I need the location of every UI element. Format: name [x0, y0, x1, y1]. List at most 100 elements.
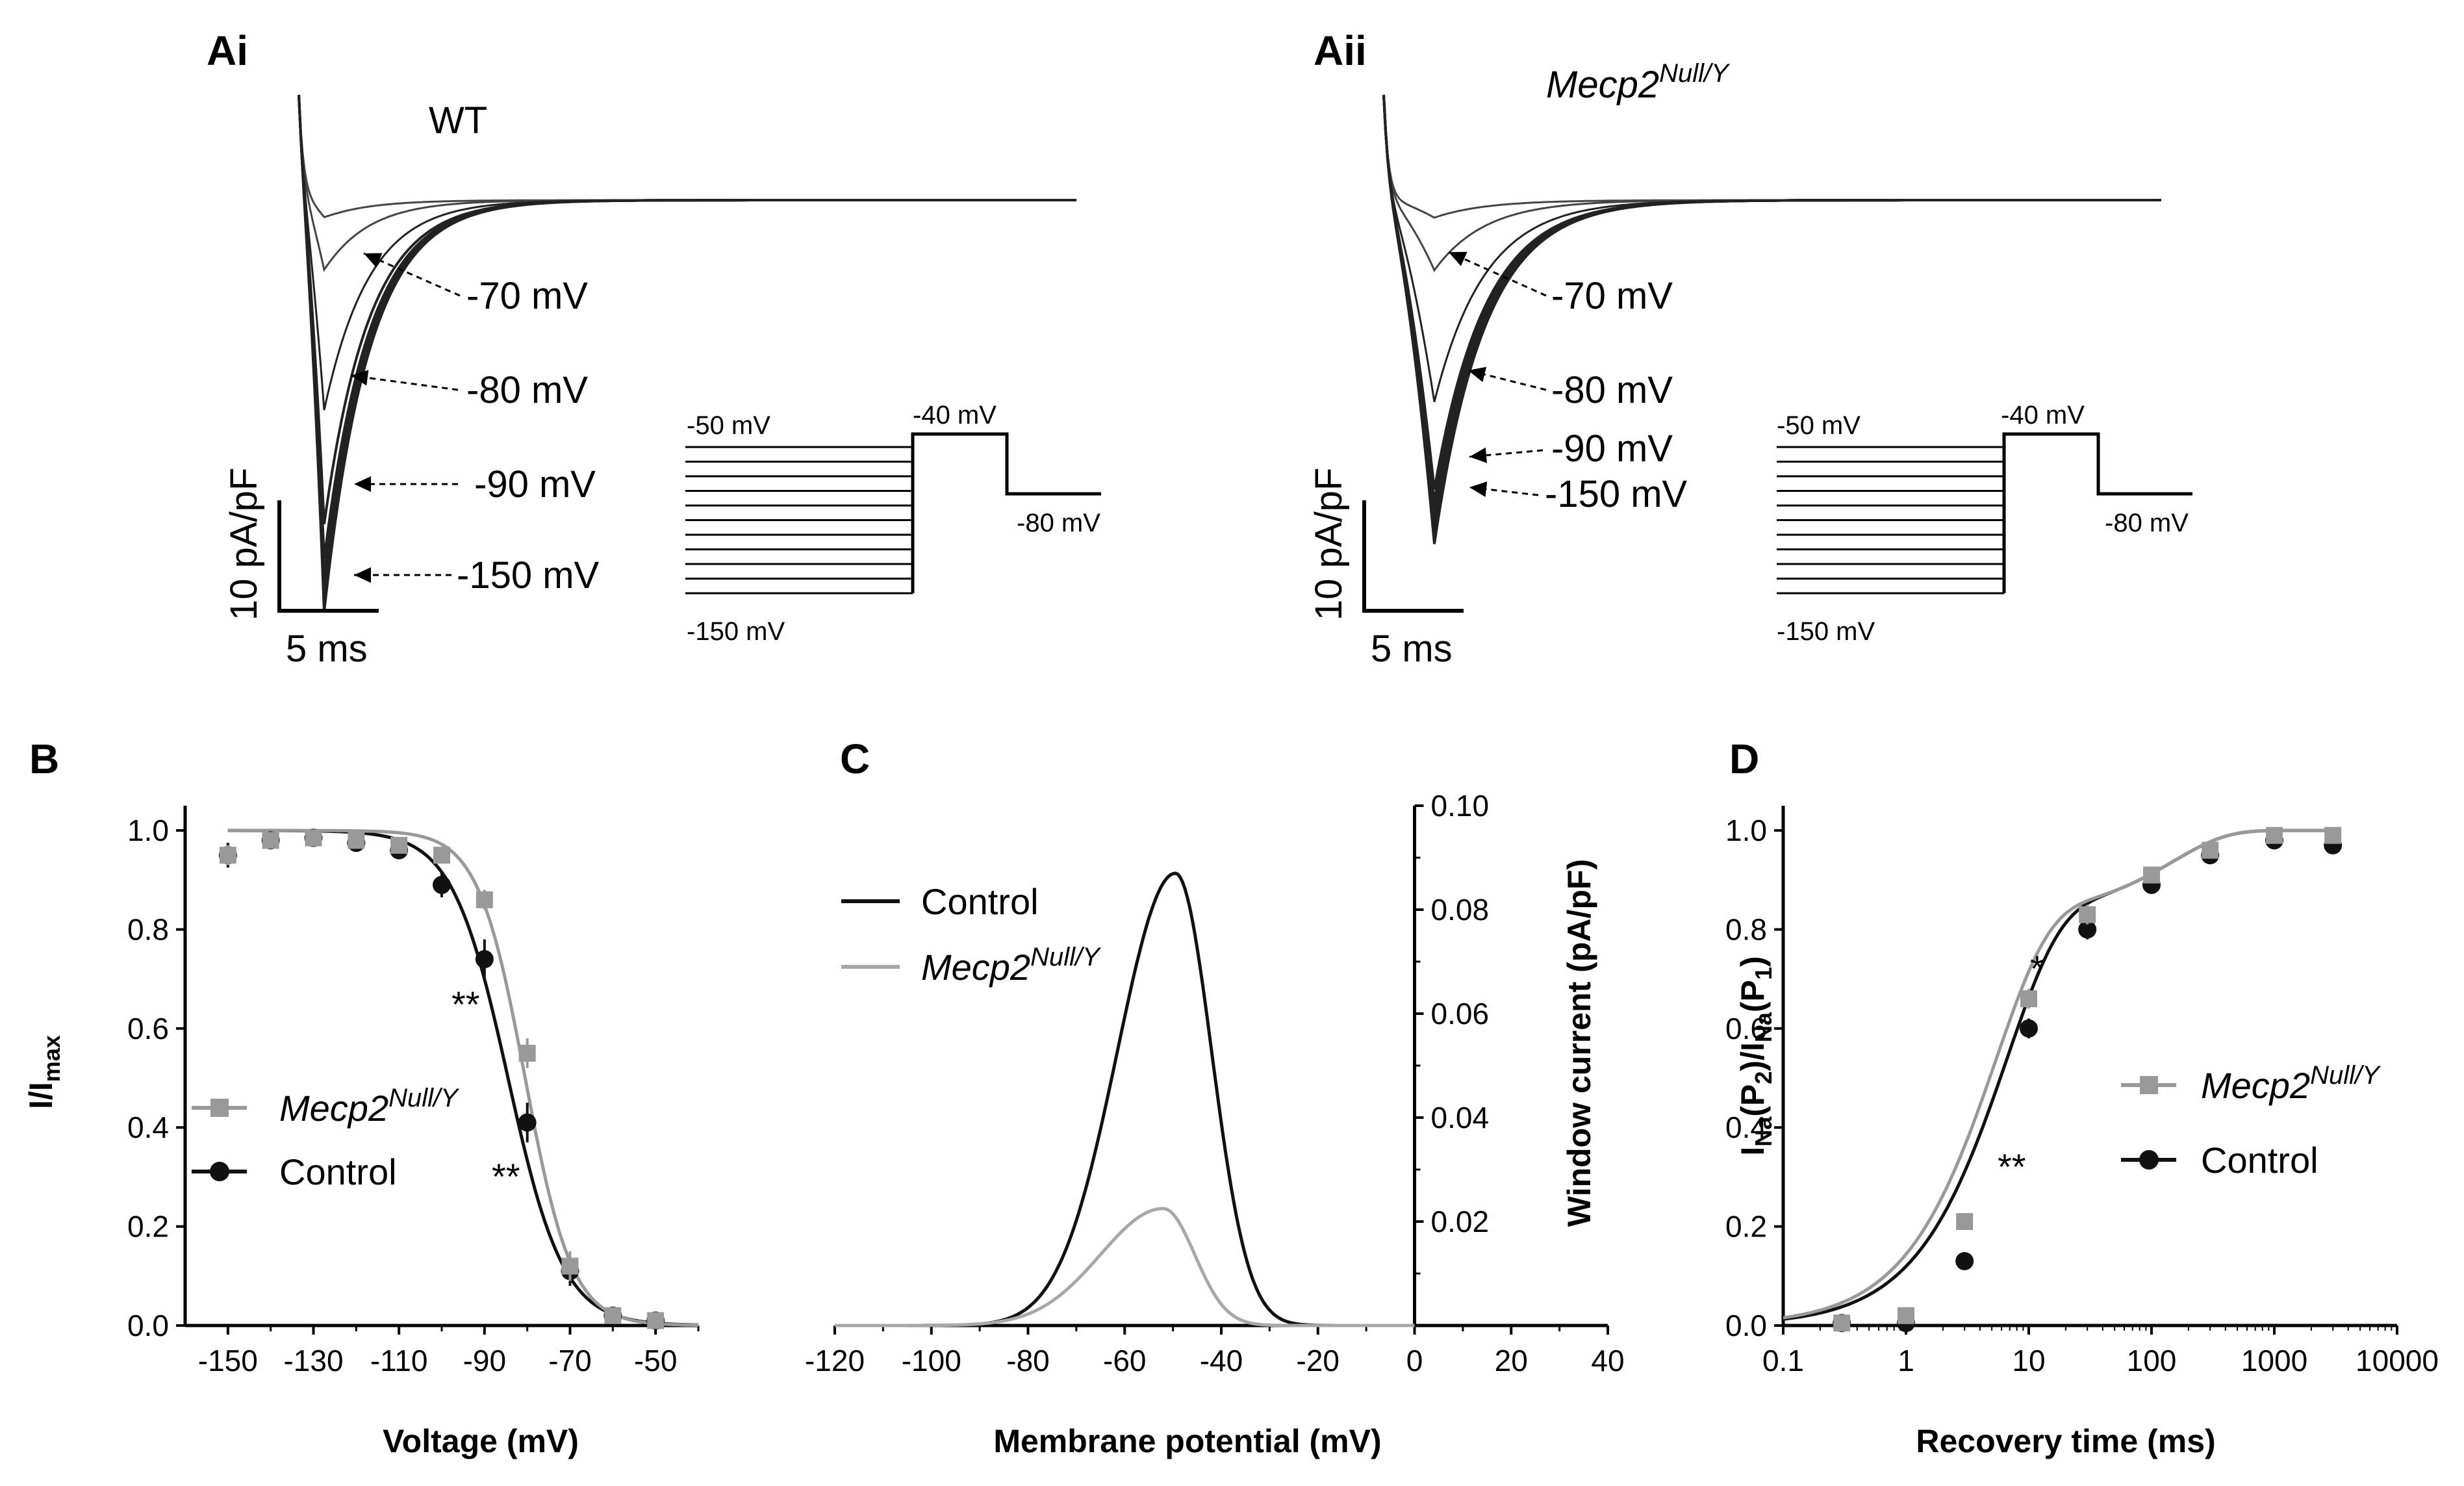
- aii-proto-bottom-label: -150 mV: [1777, 617, 1875, 646]
- ai-label-80: -80 mV: [466, 369, 588, 411]
- b-legend-marker-control: [210, 1162, 229, 1181]
- b-y-tick-label: 0.8: [127, 912, 169, 946]
- b-y-tick-label: 0.0: [127, 1309, 169, 1342]
- ai-proto-top-label: -50 mV: [687, 411, 770, 440]
- d-y-tick-label: 0.8: [1725, 912, 1767, 946]
- ai-label-70: -70 mV: [466, 275, 588, 317]
- c-x-tick-label: 0: [1406, 1344, 1423, 1377]
- b-legend: Mecp2Null/Y Control: [192, 1084, 460, 1192]
- b-point-mecp2: [390, 836, 408, 854]
- ai-label-90: -90 mV: [474, 463, 596, 506]
- aii-arrow-head-3: [1469, 481, 1488, 497]
- c-y-tick-label: 0.06: [1431, 997, 1490, 1031]
- c-x-tick-label: 20: [1495, 1344, 1528, 1377]
- c-x-tick-label: -20: [1297, 1344, 1340, 1377]
- aii-trace-8: [1382, 94, 2161, 544]
- aii-label-70: -70 mV: [1551, 275, 1673, 317]
- b-legend-label-control: Control: [279, 1151, 397, 1192]
- ai-proto-bottom-label: -150 mV: [687, 617, 785, 646]
- c-x-tick-label: -40: [1200, 1344, 1243, 1377]
- ai-trace-7: [298, 94, 1076, 612]
- d-y-tick-label: 0.6: [1725, 1012, 1767, 1045]
- d-x-tick-label: 100: [2127, 1344, 2177, 1377]
- c-legend: Control Mecp2Null/Y: [841, 881, 1102, 988]
- b-legend-marker-mecp2: [210, 1099, 229, 1117]
- aii-label-80: -80 mV: [1551, 369, 1673, 411]
- c-x-tick-label: -100: [902, 1344, 961, 1377]
- b-y-tick-label: 0.4: [127, 1110, 169, 1144]
- panel-label-ai: Ai: [207, 27, 248, 74]
- b-data-points: [218, 828, 665, 1330]
- b-y-tick-label: 0.6: [127, 1012, 169, 1045]
- b-x-tick-label: -50: [634, 1344, 677, 1377]
- d-point-mecp2: [2266, 826, 2283, 844]
- d-y-tick-label: 0.0: [1725, 1309, 1767, 1342]
- panel-b: -150 -130 -110 -90 -70 -500.00.20.40.60.81.0 …: [23, 806, 700, 1459]
- d-point-mecp2: [2020, 990, 2037, 1008]
- aii-trace-4: [1382, 94, 2161, 502]
- aii-trace-1: [1382, 94, 2161, 272]
- aii-proto-top-label: -50 mV: [1777, 411, 1861, 440]
- d-legend-label-mecp2: Mecp2Null/Y: [2201, 1061, 2381, 1106]
- panel-aii: Mecp2Null/Y -70 mV -80 mV -90 mV -150 mV…: [1308, 59, 2192, 670]
- aii-proto-step: [2002, 432, 2192, 593]
- d-x-tick-label: 1: [1898, 1344, 1914, 1377]
- panel-label-d: D: [1729, 736, 1759, 782]
- ai-arrow-head-2: [354, 476, 371, 492]
- c-axes: -120 -100 -80 -60 -40 -20 0 20 40 0.02 0.04 0.06 0.0…: [805, 789, 1625, 1377]
- c-y-tick-label: 0.08: [1431, 893, 1490, 927]
- c-x-tick-label: -60: [1103, 1344, 1146, 1377]
- d-point-mecp2: [1898, 1307, 1914, 1324]
- aii-scale-y-label: 10 pA/pF: [1308, 468, 1350, 621]
- b-fit-1: [227, 828, 698, 1327]
- ai-arrow-line-0: [363, 252, 461, 297]
- b-point-mecp2: [561, 1257, 579, 1275]
- c-curve-1: [835, 1207, 1415, 1327]
- panel-ai: WT -70 mV -80 mV -90 mV -150 mV 10 pA/pF…: [223, 94, 1101, 670]
- aii-arrow-line-2: [1469, 449, 1543, 458]
- d-legend-marker-control: [2139, 1150, 2159, 1170]
- b-y-axis-label: I/Imax: [23, 1035, 65, 1109]
- ai-arrow-head-0: [364, 253, 383, 268]
- b-x-tick-label: -70: [548, 1344, 591, 1377]
- aii-proto-step-label: -40 mV: [2001, 401, 2085, 429]
- aii-scale-bar: 10 pA/pF 5 ms: [1308, 468, 1464, 670]
- b-point-mecp2: [219, 847, 236, 864]
- d-x-tick-label: 1000: [2241, 1344, 2307, 1377]
- d-y-tick-label: 1.0: [1725, 813, 1767, 847]
- d-x-tick-label: 0.1: [1762, 1344, 1804, 1377]
- d-point-mecp2: [1833, 1314, 1851, 1332]
- b-fit-0: [227, 828, 699, 1327]
- ai-arrow-head-1: [351, 370, 369, 386]
- aii-arrow-line-0: [1448, 251, 1547, 297]
- c-legend-label-control: Control: [921, 881, 1039, 922]
- d-fit-curves: [1783, 828, 2333, 1321]
- c-x-tick-label: 40: [1591, 1344, 1624, 1377]
- ai-trace-3: [298, 94, 1076, 524]
- d-data-points: [1833, 826, 2343, 1333]
- aii-current-traces: [1382, 94, 2161, 544]
- aii-trace-2: [1382, 94, 2161, 402]
- panel-label-c: C: [840, 736, 870, 782]
- aii-label-150: -150 mV: [1545, 473, 1688, 515]
- b-y-tick-label: 0.2: [127, 1210, 169, 1244]
- aii-arrow-head-0: [1449, 251, 1467, 266]
- aii-proto-end-label: -80 mV: [2105, 509, 2189, 537]
- ai-proto-step: [911, 432, 1101, 593]
- ai-scale-bar: 10 pA/pF 5 ms: [223, 468, 379, 670]
- d-annotation-2: **: [1998, 1146, 2026, 1187]
- d-point-mecp2: [2202, 841, 2219, 859]
- d-axes: 0.1 1 10 100 1000 10000 0.0 0.2 0.4 0.6 0.8 1.0: [1725, 806, 2439, 1377]
- ai-arrow-head-3: [354, 567, 371, 583]
- panel-c: -120 -100 -80 -60 -40 -20 0 20 40 0.02 0.04 0.06 0.0…: [805, 789, 1625, 1459]
- c-window-current-curves: [835, 871, 1415, 1327]
- d-point-mecp2: [2079, 906, 2096, 923]
- aii-trace-6: [1382, 94, 2161, 524]
- b-point-mecp2: [433, 847, 450, 864]
- b-point-mecp2: [348, 832, 365, 849]
- ai-proto-step-label: -40 mV: [913, 401, 997, 429]
- b-annotation-2: **: [492, 1156, 520, 1197]
- c-y-tick-label: 0.04: [1431, 1101, 1490, 1134]
- ai-arrow-line-1: [350, 374, 459, 391]
- ai-scale-x-label: 5 ms: [286, 628, 368, 670]
